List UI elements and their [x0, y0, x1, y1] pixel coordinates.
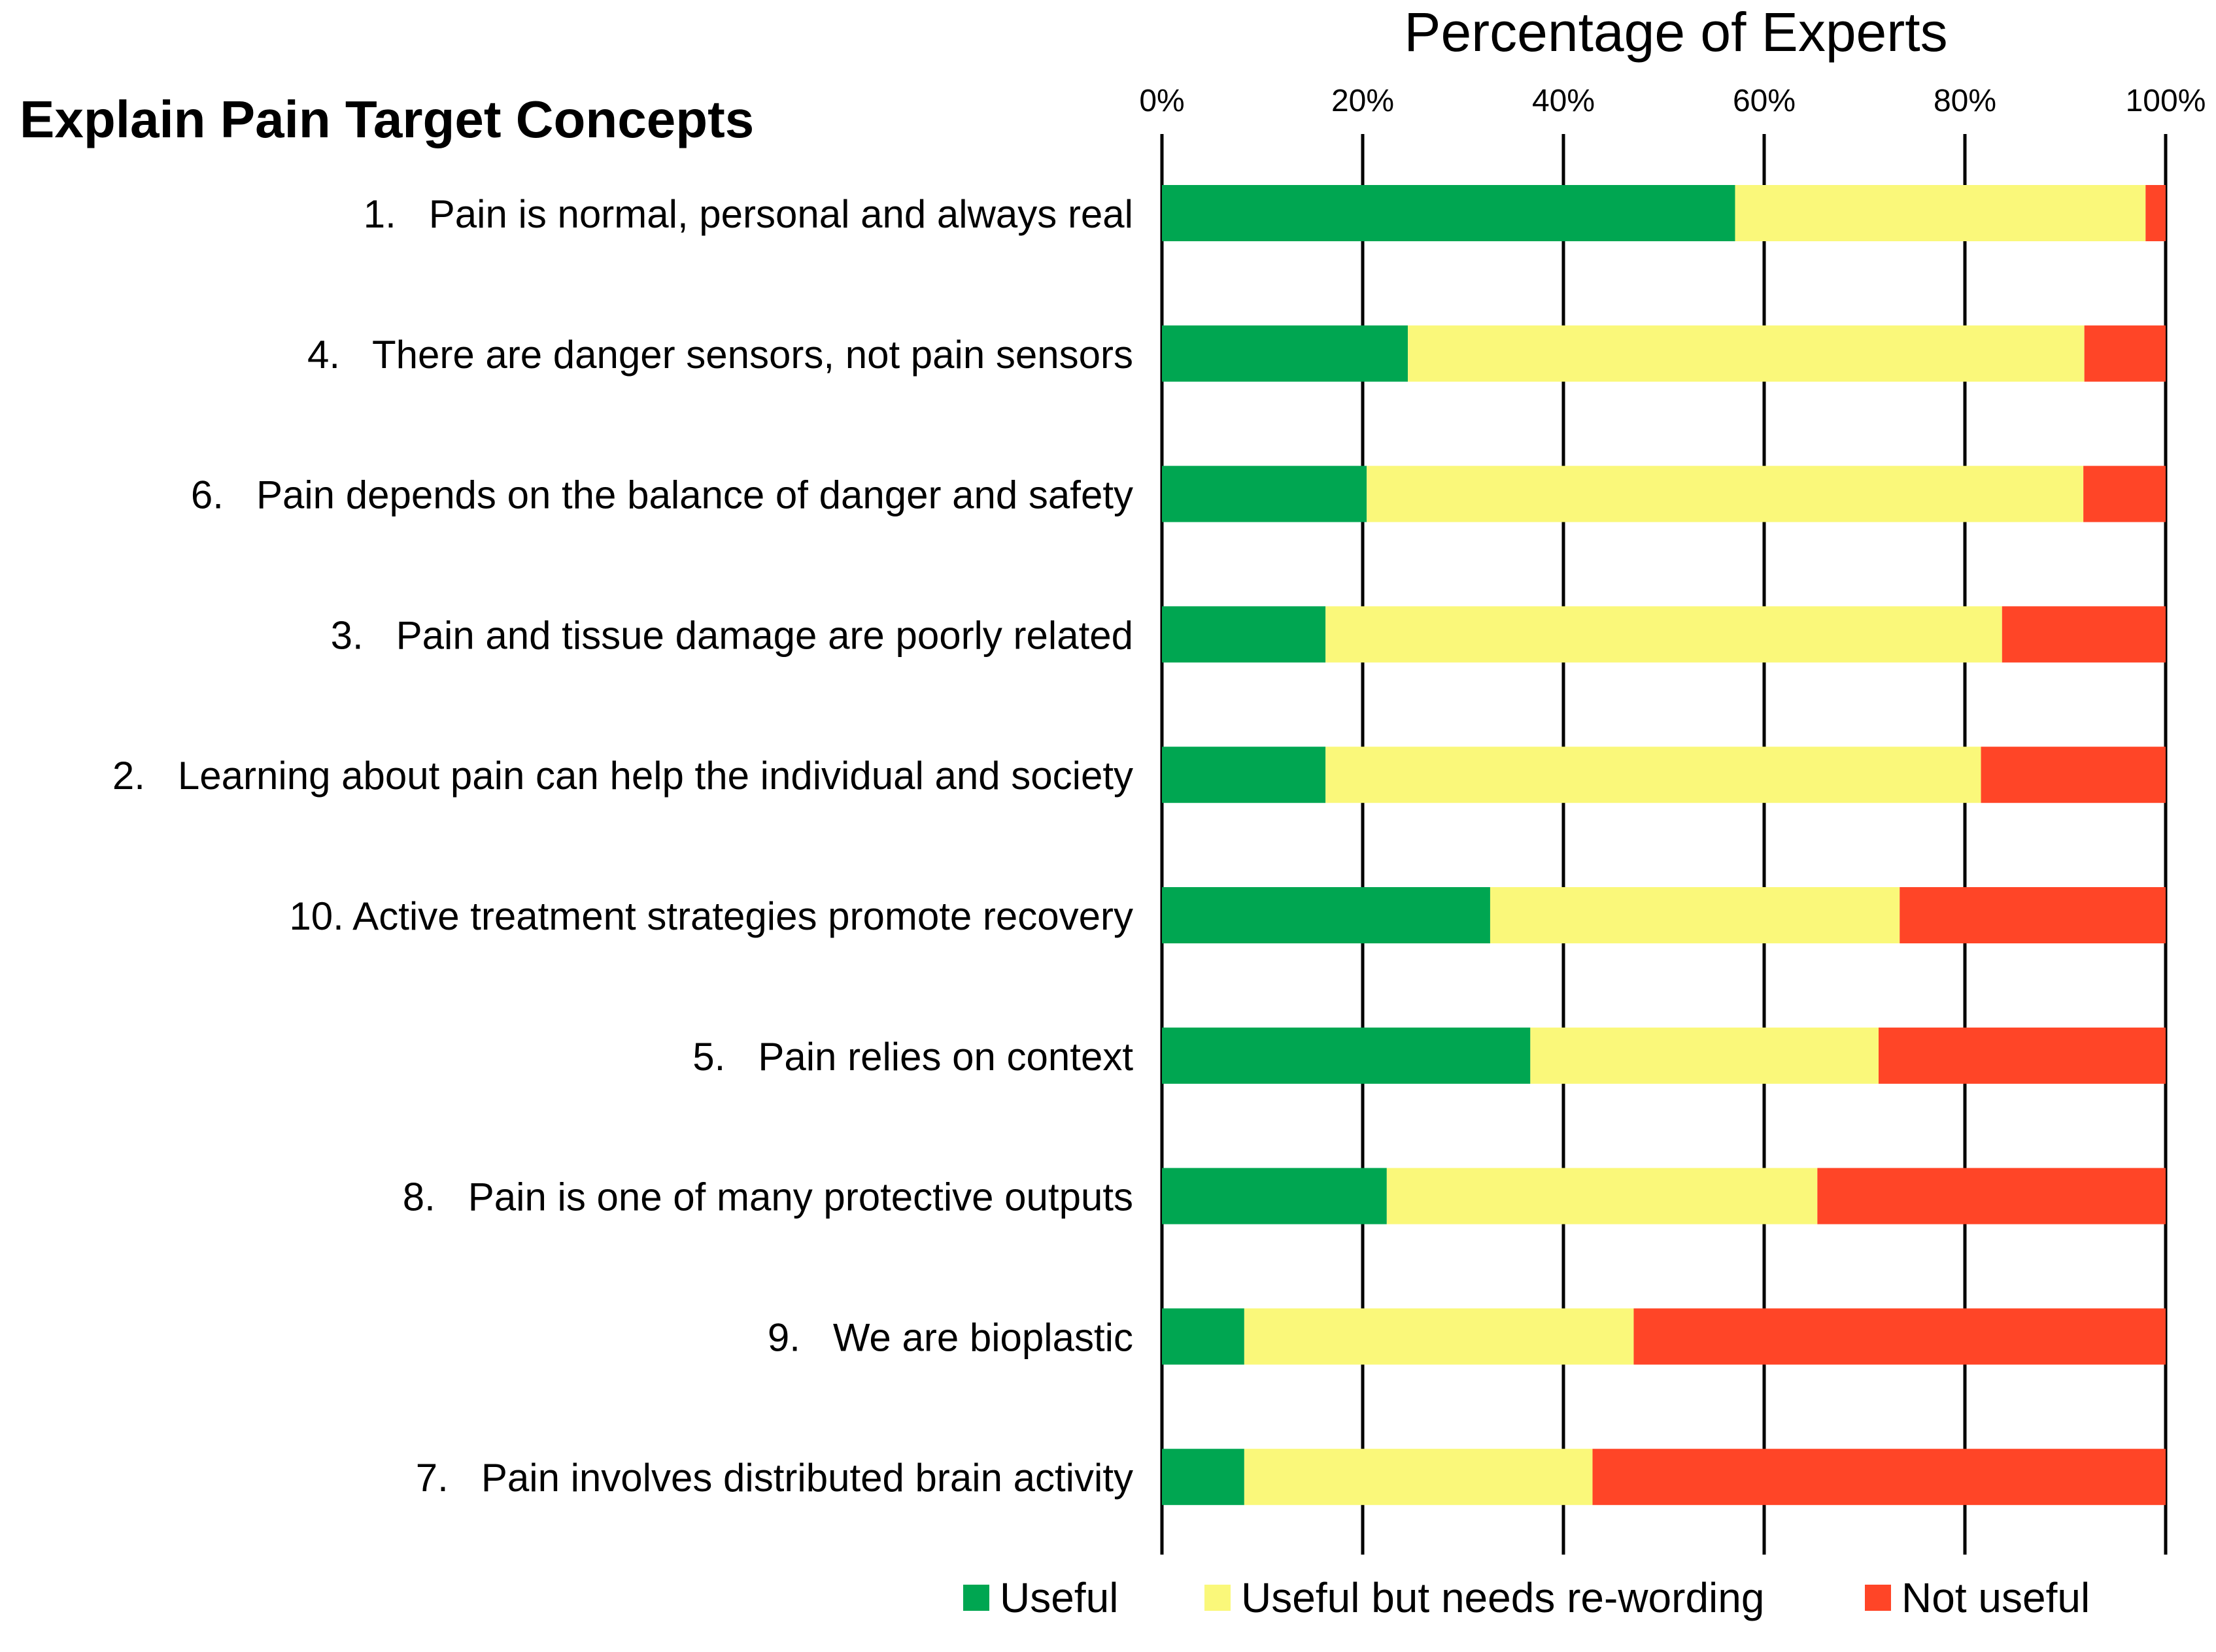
bar-useful-but-needs-re-wording-row-3	[1367, 465, 2084, 522]
bar-useful-but-needs-re-wording-row-7	[1530, 1027, 1879, 1084]
category-label: 2. Learning about pain can help the indi…	[112, 754, 1133, 798]
category-label: 7. Pain involves distributed brain activ…	[416, 1456, 1133, 1500]
category-label: 10. Active treatment strategies promote …	[289, 894, 1133, 938]
bar-useful-but-needs-re-wording-row-6	[1490, 887, 1900, 943]
bar-useful-row-8	[1162, 1168, 1387, 1224]
category-label: 1. Pain is normal, personal and always r…	[364, 192, 1133, 236]
bar-useful-row-1	[1162, 185, 1735, 241]
legend-label-not-useful: Not useful	[1901, 1574, 2090, 1621]
bar-useful-but-needs-re-wording-row-9	[1244, 1308, 1634, 1365]
bar-useful-row-4	[1162, 606, 1326, 663]
category-labels: 1. Pain is normal, personal and always r…	[112, 192, 1133, 1500]
x-tick-label: 60%	[1733, 84, 1796, 118]
bar-not-useful-row-1	[2145, 185, 2166, 241]
x-tick-label: 100%	[2126, 84, 2206, 118]
category-label: 6. Pain depends on the balance of danger…	[191, 473, 1133, 517]
bar-not-useful-row-6	[1900, 887, 2166, 943]
legend-swatch-useful	[963, 1585, 989, 1611]
x-tick-label: 80%	[1934, 84, 1996, 118]
bar-not-useful-row-7	[1878, 1027, 2166, 1084]
bar-useful-but-needs-re-wording-row-1	[1735, 185, 2146, 241]
bar-useful-but-needs-re-wording-row-10	[1244, 1449, 1593, 1506]
bar-useful-row-2	[1162, 325, 1408, 382]
bar-not-useful-row-3	[2083, 465, 2166, 522]
bar-useful-row-10	[1162, 1449, 1244, 1506]
x-tick-label: 40%	[1532, 84, 1595, 118]
bar-not-useful-row-10	[1592, 1449, 2166, 1506]
bar-not-useful-row-9	[1633, 1308, 2166, 1365]
x-axis-tick-labels: 0% 20% 40% 60% 80% 100%	[1139, 84, 2206, 118]
x-axis-title: Percentage of Experts	[1404, 1, 1947, 63]
bar-useful-but-needs-re-wording-row-5	[1325, 747, 1981, 803]
category-label: 3. Pain and tissue damage are poorly rel…	[331, 613, 1133, 657]
bar-useful-row-6	[1162, 887, 1490, 943]
category-label: 8. Pain is one of many protective output…	[403, 1175, 1133, 1219]
bar-not-useful-row-5	[1981, 747, 2166, 803]
bar-useful-row-9	[1162, 1308, 1244, 1365]
bars	[1162, 185, 2166, 1506]
legend-swatch-not-useful	[1865, 1585, 1891, 1611]
bar-useful-but-needs-re-wording-row-8	[1386, 1168, 1818, 1224]
bar-useful-row-7	[1162, 1027, 1531, 1084]
bar-not-useful-row-4	[2002, 606, 2166, 663]
category-label: 4. There are danger sensors, not pain se…	[307, 333, 1133, 377]
x-tick-label: 20%	[1331, 84, 1394, 118]
bar-useful-but-needs-re-wording-row-2	[1408, 325, 2085, 382]
bar-useful-row-5	[1162, 747, 1326, 803]
bar-useful-but-needs-re-wording-row-4	[1325, 606, 2002, 663]
chart-title: Explain Pain Target Concepts	[20, 90, 754, 148]
legend: Useful Useful but needs re-wording Not use…	[963, 1574, 2090, 1621]
legend-label-useful: Useful	[1000, 1574, 1118, 1621]
x-tick-label: 0%	[1139, 84, 1184, 118]
legend-label-useful-but-needs-re-wording: Useful but needs re-wording	[1241, 1574, 1764, 1621]
bar-not-useful-row-8	[1817, 1168, 2166, 1224]
category-label: 9. We are bioplastic	[768, 1315, 1133, 1359]
bar-not-useful-row-2	[2084, 325, 2166, 382]
legend-swatch-useful-but-needs-re-wording	[1204, 1585, 1231, 1611]
bar-useful-row-3	[1162, 465, 1367, 522]
category-label: 5. Pain relies on context	[692, 1035, 1133, 1079]
